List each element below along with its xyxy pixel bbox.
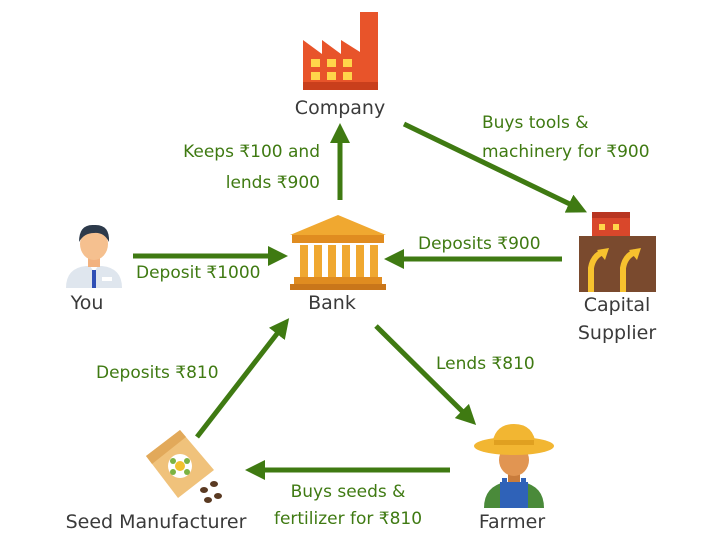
edge-label-farmer-seed-line2: fertilizer for ₹810 [274,509,422,529]
seed-manufacturer-label: Seed Manufacturer [66,511,247,533]
capital-machinery-icon [579,212,656,292]
edge-label-company-supplier-line1: Buys tools & [482,113,588,133]
you-label: You [70,292,104,314]
capital-supplier-label-line1: Capital [584,294,651,316]
company-label: Company [295,97,385,119]
edge-label-farmer-seed-line1: Buys seeds & [291,482,406,502]
edge-label-bank-company-line1: Keeps ₹100 and [183,142,320,162]
edge-label-company-supplier-line2: machinery for ₹900 [482,142,650,162]
edge-label-you-bank: Deposit ₹1000 [136,263,260,283]
edge-label-supplier-bank: Deposits ₹900 [418,234,541,254]
edge-label-bank-farmer: Lends ₹810 [436,354,535,374]
person-icon [66,224,122,288]
factory-icon [303,12,378,90]
edge-label-seed-bank: Deposits ₹810 [96,363,219,383]
bank-label: Bank [308,292,356,314]
arrow-seed-to-bank [195,318,290,439]
edge-label-bank-company-line2: lends ₹900 [226,173,320,193]
farmer-label: Farmer [479,511,546,533]
seed-bag-icon [146,430,222,503]
capital-supplier-label-line2: Supplier [578,322,656,344]
bank-building-icon [290,215,386,290]
farmer-icon [474,424,554,508]
arrow-bank-to-farmer [374,324,477,426]
arrow-company-to-supplier [402,121,588,213]
